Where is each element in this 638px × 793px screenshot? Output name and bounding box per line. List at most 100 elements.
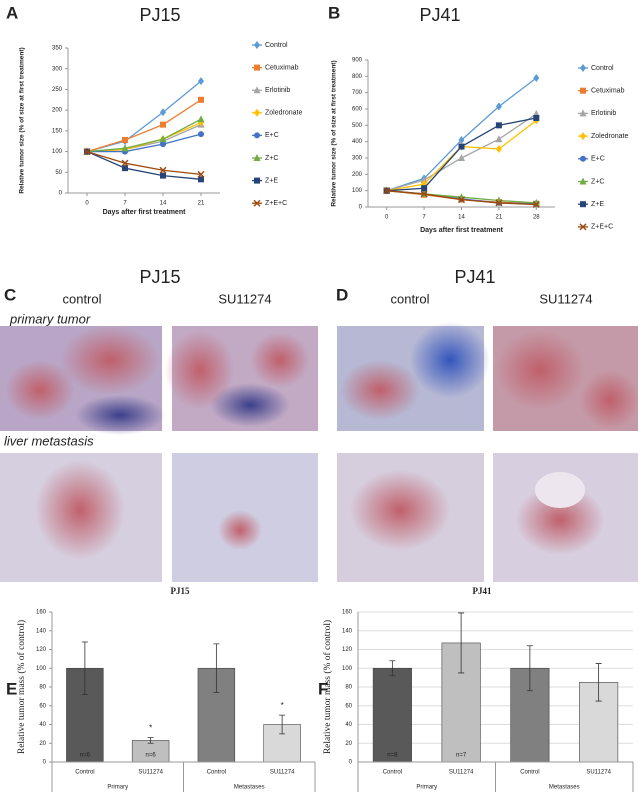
bar bbox=[131, 740, 170, 763]
chart-title: PJ15 bbox=[139, 5, 180, 25]
panel-label: A bbox=[6, 3, 18, 22]
panel-label: E bbox=[6, 679, 17, 698]
y-tick-label: 20 bbox=[39, 741, 46, 747]
series-line bbox=[386, 77, 537, 192]
y-tick-label: 120 bbox=[342, 647, 353, 653]
marker bbox=[253, 154, 261, 161]
marker bbox=[254, 132, 260, 139]
row-label: liver metastasis bbox=[4, 433, 94, 448]
marker bbox=[579, 177, 587, 185]
x-tick-label: Control bbox=[75, 770, 94, 776]
error-bar bbox=[389, 660, 396, 677]
y-tick-label: 200 bbox=[52, 108, 63, 114]
x-tick-label: SU11274 bbox=[586, 770, 611, 776]
marker bbox=[254, 108, 260, 117]
marker bbox=[580, 201, 586, 208]
y-tick-label: 20 bbox=[345, 741, 352, 747]
group-label: Primary bbox=[107, 785, 128, 791]
x-tick-label: Control bbox=[520, 770, 539, 776]
x-tick-label: 21 bbox=[198, 201, 205, 207]
legend-label: Control bbox=[265, 42, 288, 49]
marker bbox=[83, 148, 91, 156]
y-tick-label: 40 bbox=[345, 722, 352, 728]
marker bbox=[122, 165, 128, 172]
marker bbox=[198, 176, 204, 183]
error-bar bbox=[458, 612, 465, 674]
legend-label: Cetuximab bbox=[265, 64, 299, 71]
marker bbox=[580, 64, 586, 72]
column-label: SU11274 bbox=[218, 291, 271, 306]
y-tick-label: 80 bbox=[39, 685, 46, 691]
y-axis-label: Relative tumor mass (% of control) bbox=[322, 620, 333, 754]
histology-title: PJ15 bbox=[139, 267, 180, 287]
legend-label: Z+C bbox=[591, 178, 604, 185]
x-tick-label: 7 bbox=[422, 215, 426, 221]
marker bbox=[160, 141, 166, 148]
legend-label: Cetuximab bbox=[591, 88, 625, 95]
histology-images bbox=[0, 322, 638, 582]
marker bbox=[420, 176, 428, 184]
legend-label: Zoledronate bbox=[591, 133, 628, 140]
y-tick-label: 100 bbox=[352, 188, 363, 194]
error-bar bbox=[595, 663, 602, 702]
y-tick-label: 120 bbox=[36, 647, 47, 653]
x-tick-label: Control bbox=[383, 770, 402, 776]
marker bbox=[122, 136, 128, 143]
x-tick-label: SU11274 bbox=[449, 770, 474, 776]
marker bbox=[121, 144, 129, 152]
marker bbox=[160, 108, 166, 117]
x-tick-label: 14 bbox=[160, 201, 167, 207]
legend-label: Z+E+C bbox=[265, 200, 287, 207]
y-tick-label: 100 bbox=[52, 149, 63, 155]
series-line bbox=[86, 150, 202, 176]
chart-title: PJ41 bbox=[419, 5, 460, 25]
legend-label: Zoledronate bbox=[265, 110, 302, 117]
y-tick-label: 160 bbox=[36, 610, 47, 616]
series-line bbox=[86, 80, 202, 153]
error-bar bbox=[526, 645, 533, 692]
panel-label: F bbox=[318, 679, 328, 698]
y-tick-label: 300 bbox=[52, 66, 63, 72]
y-tick-label: 500 bbox=[352, 123, 363, 129]
panel-label: C bbox=[4, 285, 16, 304]
x-tick-label: 21 bbox=[496, 215, 503, 221]
bar-annotation: n=7 bbox=[456, 753, 467, 759]
marker bbox=[579, 223, 587, 231]
marker bbox=[159, 135, 167, 143]
marker bbox=[198, 96, 204, 103]
x-tick-label: SU11274 bbox=[138, 770, 163, 776]
marker bbox=[495, 135, 503, 143]
legend-label: Erlotinib bbox=[265, 87, 290, 94]
y-tick-label: 0 bbox=[359, 205, 363, 211]
y-tick-label: 900 bbox=[352, 58, 363, 64]
y-axis-label: Relative tumor size (% of size at first … bbox=[331, 60, 338, 206]
marker bbox=[533, 114, 540, 121]
x-tick-label: 28 bbox=[533, 215, 540, 221]
y-tick-label: 160 bbox=[342, 610, 353, 616]
marker bbox=[458, 154, 465, 161]
marker bbox=[160, 121, 166, 128]
marker bbox=[420, 190, 428, 198]
column-label: control bbox=[62, 291, 101, 306]
series-line bbox=[86, 118, 202, 153]
x-tick-label: SU11274 bbox=[270, 770, 295, 776]
group-label: Primary bbox=[416, 785, 437, 791]
y-tick-label: 140 bbox=[36, 628, 47, 634]
marker bbox=[458, 143, 465, 150]
marker bbox=[458, 196, 465, 204]
marker bbox=[253, 199, 261, 207]
marker bbox=[532, 201, 540, 209]
x-tick-label: 0 bbox=[85, 201, 89, 207]
row-label: primary tumor bbox=[9, 311, 91, 326]
marker bbox=[197, 170, 205, 178]
legend-label: Z+E+C bbox=[591, 224, 613, 231]
y-tick-label: 400 bbox=[352, 139, 363, 145]
marker bbox=[198, 77, 204, 86]
panel-label: B bbox=[328, 3, 340, 22]
panel-label: D bbox=[336, 285, 348, 304]
marker bbox=[160, 172, 166, 179]
y-tick-label: 0 bbox=[43, 760, 47, 766]
series-line bbox=[86, 150, 202, 180]
bar-annotation: n=6 bbox=[146, 753, 157, 759]
